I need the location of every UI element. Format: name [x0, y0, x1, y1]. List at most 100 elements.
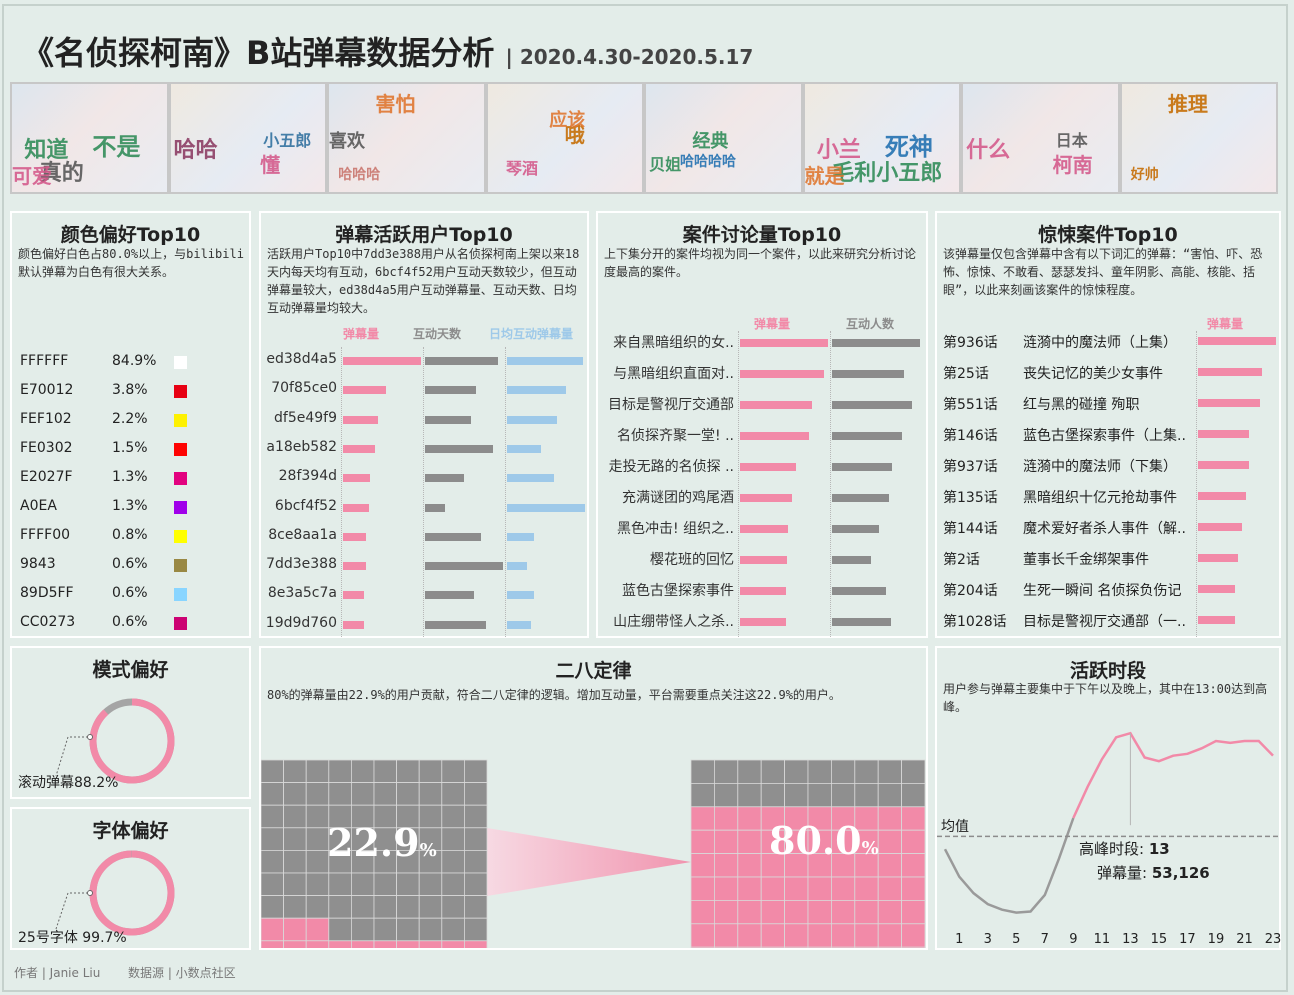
left-grid-cell: [396, 895, 420, 919]
case-bar: [740, 339, 828, 347]
peak-hour-value: 13: [1148, 840, 1170, 858]
left-grid-cell: [373, 917, 398, 942]
right-grid-cell: [784, 782, 809, 808]
left-grid-cell: [396, 940, 420, 948]
column-divider: [1196, 331, 1197, 637]
right-grid-cell: [784, 946, 809, 948]
right-grid-cell: [831, 923, 856, 948]
left-grid-cell: [261, 782, 285, 806]
left-grid-cell: [305, 849, 330, 874]
left-grid-cell: [418, 940, 443, 948]
wordcloud-banner: 知道 不是 真的 可爱 懂 哈哈 小五郎 哈哈哈 害怕 喜欢 哦琴酒 应该 贝姐 经典 哈哈哈哈 小…: [10, 82, 1278, 194]
case-name-label: 目标是警视厅交通部（一..: [1023, 614, 1186, 630]
left-grid-cell: [283, 895, 307, 919]
panel-desc: 上下集分开的案件均视为同一个案件，以此来研究分析讨论度最高的案件。: [604, 247, 917, 279]
scary-bar: [1198, 368, 1262, 376]
case-bar: [740, 556, 787, 564]
case-name-label: 生死一瞬间 名侦探负伤记: [1023, 583, 1182, 599]
panel-title: 惊悚案件Top10: [1038, 224, 1178, 246]
scary-bar: [1198, 492, 1246, 500]
banner-image: 小兰 死神 毛利小五郎 就是: [802, 82, 961, 194]
right-grid-cell: [690, 923, 715, 948]
case-name-label: 蓝色古堡探索事件: [622, 583, 734, 599]
mode-leader-dot: [87, 734, 93, 740]
right-grid-cell: [713, 782, 739, 808]
left-grid-cell: [396, 917, 420, 942]
case-name-label: 涟漪中的魔法师（下集）: [1023, 459, 1177, 475]
left-grid-cell: [261, 827, 285, 851]
color-swatch: [174, 356, 187, 369]
right-grid-cell: [831, 946, 856, 948]
color-code: FFFFFF: [20, 353, 69, 369]
panel-title: 二八定律: [555, 660, 632, 682]
case-bar: [740, 370, 824, 378]
right-grid-cell: [831, 899, 856, 925]
right-grid-cell: [690, 759, 715, 784]
user-bar: [425, 386, 477, 395]
scary-bar: [1198, 337, 1276, 345]
right-grid-cell: [690, 853, 715, 878]
color-pref-panel: 颜色偏好Top10 颜色偏好白色占80.0%以上，与bilibili默认弹幕为白…: [10, 211, 251, 638]
line-above-mean: [1072, 731, 1274, 819]
left-percent-number: 22.9: [327, 820, 420, 865]
left-grid-cell: [463, 917, 488, 942]
right-grid-cell: [690, 806, 715, 831]
case-name-label: 充满谜团的鸡尾酒: [622, 490, 734, 506]
user-bar: [343, 532, 366, 541]
right-grid-cell: [831, 876, 856, 901]
left-grid-cell: [328, 940, 352, 948]
episode-label: 第135话: [943, 490, 998, 506]
left-grid-cell: [305, 782, 330, 806]
case-name-label: 涟漪中的魔法师（上集）: [1023, 335, 1177, 351]
right-grid-cell: [807, 876, 832, 901]
banner-word: 哦: [564, 122, 585, 147]
color-swatch: [174, 617, 187, 630]
case-name-label: 走投无路的名侦探 ..: [608, 459, 734, 475]
banner-word: 害怕: [375, 92, 416, 117]
user-id-label: 8e3a5c7a: [267, 585, 337, 602]
right-grid-cell: [784, 923, 809, 948]
left-grid-cell: [441, 895, 465, 919]
case-name-label: 山庄绷带怪人之杀..: [613, 614, 734, 630]
right-grid-cell: [737, 923, 762, 948]
panel-title: 模式偏好: [92, 659, 169, 681]
case-name-label: 黑色冲击! 组织之..: [617, 521, 734, 537]
banner-image: 好帅 推理: [1119, 82, 1278, 194]
right-grid-cell: [784, 759, 809, 784]
right-grid-cell: [690, 946, 715, 948]
banner-word: 小五郎: [263, 131, 312, 151]
right-grid-cell: [901, 876, 926, 901]
case-name-label: 黑暗组织十亿元抢劫事件: [1023, 490, 1177, 506]
left-grid-cell: [283, 759, 307, 784]
case-bar: [832, 401, 913, 409]
color-code: CC0273: [20, 614, 76, 630]
user-bar: [425, 591, 474, 600]
case-bar: [740, 401, 813, 409]
x-tick-label: 23: [1264, 932, 1282, 947]
color-pct: 0.6%: [112, 585, 148, 601]
x-tick-label: 3: [983, 932, 992, 947]
banner-word: 哈哈: [173, 137, 218, 163]
banner-image: 哦琴酒 应该: [485, 82, 644, 194]
column-divider: [505, 347, 506, 637]
user-bar: [507, 386, 566, 395]
font-label: 25号字体 99.7%: [18, 930, 127, 946]
user-id-label: 28f394d: [278, 468, 337, 485]
left-grid-cell: [283, 872, 307, 897]
right-grid-cell: [831, 782, 856, 808]
case-name-label: 魔术爱好者杀人事件（解..: [1023, 521, 1186, 537]
case-bar: [740, 525, 789, 533]
x-tick-label: 5: [1012, 932, 1021, 947]
user-bar: [343, 415, 379, 424]
episode-label: 第551话: [943, 397, 998, 413]
color-pct: 84.9%: [112, 353, 157, 369]
episode-label: 第936话: [943, 335, 998, 351]
left-grid-cell: [261, 895, 285, 919]
color-code: A0EA: [20, 498, 57, 514]
user-bar: [507, 474, 554, 483]
legend-danmaku: 弹幕量: [343, 327, 380, 341]
x-tick-label: 9: [1069, 932, 1078, 947]
left-grid-cell: [351, 895, 375, 919]
legend-danmaku: 弹幕量: [754, 317, 791, 331]
right-grid-cell: [877, 806, 903, 831]
